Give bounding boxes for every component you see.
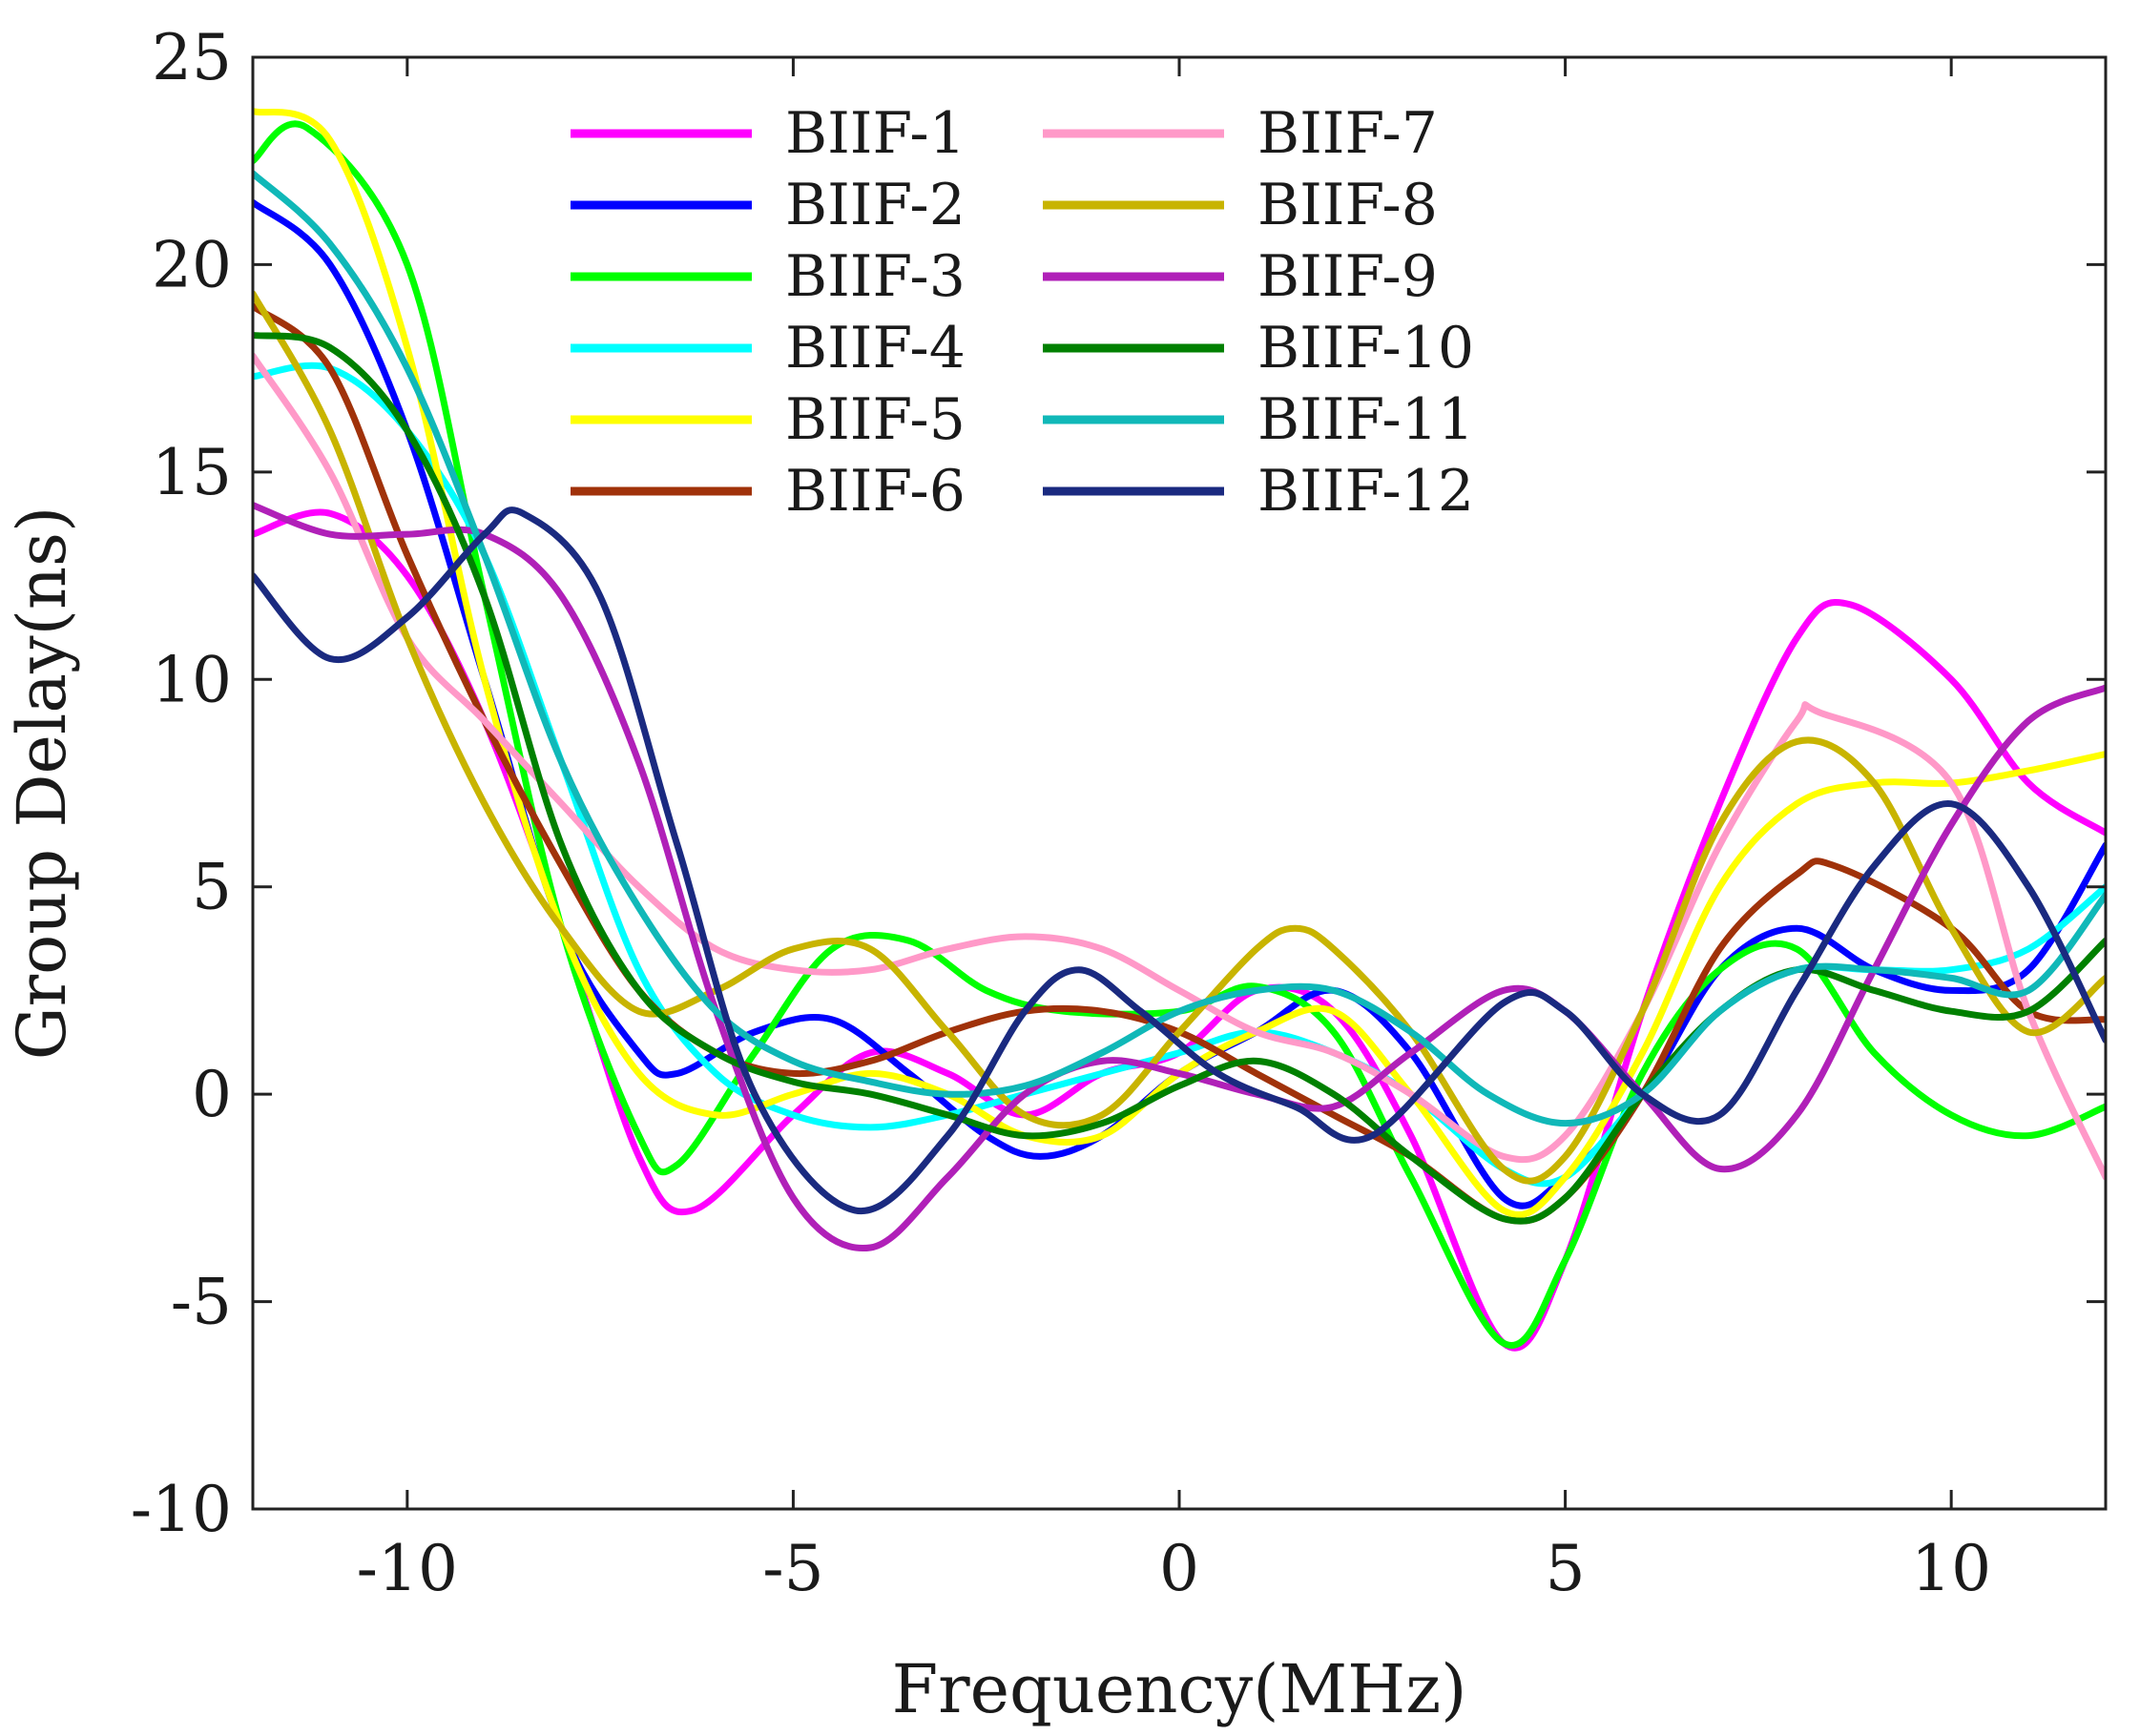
y-tick-label: 15 [152, 436, 232, 509]
legend-item-biif-6: BIIF-6 [571, 458, 966, 525]
legend-label: BIIF-12 [1257, 458, 1474, 525]
legend-item-biif-10: BIIF-10 [1043, 315, 1474, 382]
legend-item-biif-2: BIIF-2 [571, 172, 966, 238]
y-tick-label: -5 [171, 1266, 232, 1339]
x-axis-label: Frequency(MHz) [892, 1650, 1467, 1728]
y-tick-label: 0 [192, 1058, 232, 1131]
y-tick-label: 25 [152, 21, 232, 94]
legend-label: BIIF-2 [785, 172, 966, 238]
legend-label: BIIF-11 [1257, 386, 1474, 453]
x-tick-label: -5 [762, 1532, 823, 1605]
legend-label: BIIF-9 [1257, 243, 1438, 310]
axis-ticks: -10 -5 0 5 10 -10 -5 0 5 10 15 20 25 [131, 21, 2106, 1605]
series-line-biif-12 [253, 506, 2106, 1215]
legend-label: BIIF-7 [1257, 100, 1438, 167]
legend-label: BIIF-3 [785, 243, 966, 310]
series-line-biif-5 [253, 108, 2106, 1218]
legend-label: BIIF-6 [785, 458, 966, 525]
legend-label: BIIF-1 [785, 100, 966, 167]
legend-item-biif-5: BIIF-5 [571, 386, 966, 453]
legend-item-biif-7: BIIF-7 [1043, 100, 1438, 167]
legend-label: BIIF-10 [1257, 315, 1474, 382]
y-tick-label: 10 [152, 643, 232, 716]
y-axis-label: Group Delay(ns) [3, 506, 81, 1061]
legend-item-biif-12: BIIF-12 [1043, 458, 1474, 525]
y-tick-label: 5 [192, 851, 232, 924]
series-line-biif-9 [253, 502, 2106, 1252]
legend-item-biif-3: BIIF-3 [571, 243, 966, 310]
x-tick-label: 10 [1911, 1532, 1991, 1605]
y-tick-label: -10 [131, 1473, 232, 1546]
x-tick-label: -10 [357, 1532, 458, 1605]
x-tick-label: 5 [1546, 1532, 1586, 1605]
legend-label: BIIF-8 [1257, 172, 1438, 238]
x-tick-label: 0 [1159, 1532, 1199, 1605]
y-tick-label: 20 [152, 228, 232, 301]
legend-item-biif-9: BIIF-9 [1043, 243, 1438, 310]
legend-item-biif-4: BIIF-4 [571, 315, 966, 382]
legend-item-biif-1: BIIF-1 [571, 100, 966, 167]
legend-item-biif-11: BIIF-11 [1043, 386, 1474, 453]
series-line-biif-11 [253, 170, 2106, 1127]
legend-label: BIIF-4 [785, 315, 966, 382]
legend-item-biif-8: BIIF-8 [1043, 172, 1438, 238]
series-layer [253, 108, 2106, 1352]
legend-label: BIIF-5 [785, 386, 966, 453]
